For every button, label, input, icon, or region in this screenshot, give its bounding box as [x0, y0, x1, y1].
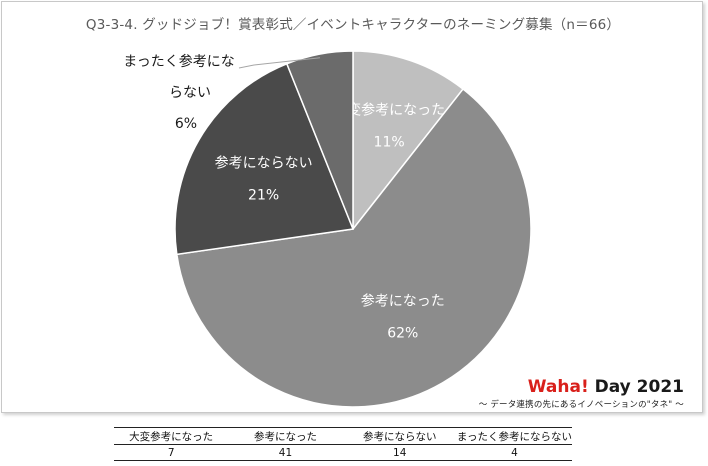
table-cell: 41 — [228, 444, 343, 461]
slice-label: 参考にならない — [215, 154, 313, 171]
slice-percent-label: 21% — [248, 187, 279, 203]
slice-percent-label: 62% — [387, 325, 418, 341]
pie-chart: 大変参考になった 11% 参考になった 62% 参考にならない 21% まったく参考にならな… — [123, 50, 532, 408]
pie-slice — [175, 88, 532, 408]
chart-title: Q3-3-4. グッドジョブ！賞表彰式／イベントキャラクターのネーミング募集（n… — [85, 17, 621, 33]
pie-slice — [174, 62, 355, 256]
table-header-cell: 参考にならない — [342, 427, 457, 445]
slice-percent-label: 11% — [374, 135, 405, 151]
table-cell: 14 — [342, 444, 457, 461]
logo-tagline: ～ データ連携の先にあるイノベーションの"タネ" ～ — [478, 400, 684, 410]
outside-slice-label: らない — [169, 85, 211, 101]
slice-label: 参考になった — [361, 292, 445, 309]
table-header-row: 大変参考になった 参考になった 参考にならない まったく参考にならない — [114, 427, 572, 445]
table-header-cell: 参考になった — [228, 427, 343, 445]
pie-slice — [352, 50, 465, 232]
outside-slice-label: まったく参考にな — [123, 53, 234, 70]
pie-slice — [285, 50, 354, 230]
data-table: 大変参考になった 参考になった 参考にならない まったく参考にならない 7 41… — [114, 427, 572, 461]
table-cell: 7 — [114, 444, 229, 461]
slice-label: 大変参考になった — [333, 102, 445, 119]
logo-day: Day 2021 — [588, 377, 684, 397]
leader-line — [238, 57, 321, 69]
table-cell: 4 — [456, 444, 572, 461]
table-header-cell: 大変参考になった — [114, 427, 229, 445]
table-row: 7 41 14 4 — [114, 444, 572, 461]
event-logo: Waha! Day 2021 ～ データ連携の先にあるイノベーションの"タネ" … — [479, 378, 684, 410]
chart-area: Q3-3-4. グッドジョブ！賞表彰式／イベントキャラクターのネーミング募集（n… — [1, 1, 703, 413]
table-header-cell: まったく参考にならない — [456, 427, 572, 445]
logo-waha: Waha! — [527, 377, 589, 397]
outside-slice-percent-label: 6% — [175, 116, 197, 132]
